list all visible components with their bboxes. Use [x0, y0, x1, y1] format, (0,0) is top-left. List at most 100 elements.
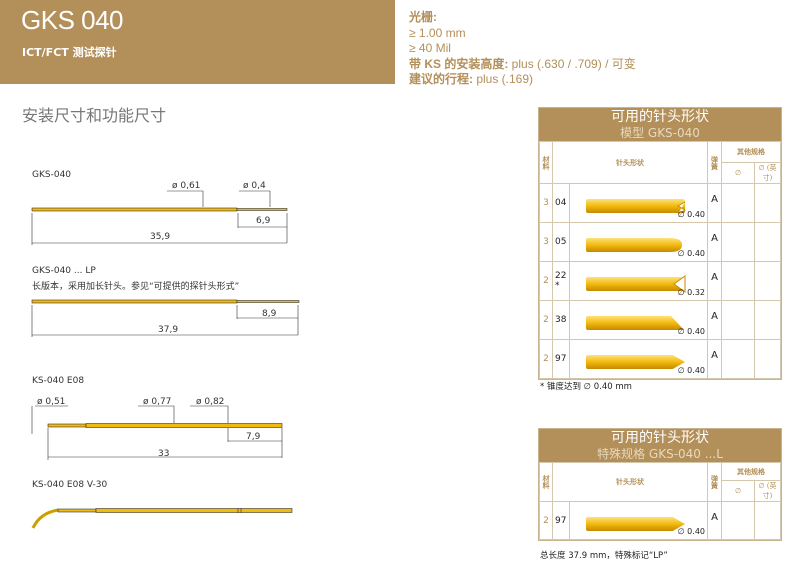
other-dia	[721, 501, 755, 540]
probe-body	[95, 508, 293, 513]
probe-tip	[57, 508, 97, 513]
table-row: 2 97 ∅ 0.40 A	[539, 501, 781, 540]
spring: A	[707, 222, 722, 262]
height-label: 带 KS 的安装高度:	[409, 56, 509, 71]
probe-body	[31, 207, 238, 212]
tip-code: 97	[552, 339, 570, 379]
product-title: GKS 040	[21, 5, 124, 35]
header-material: 材料	[539, 462, 553, 502]
tip-code: 05	[552, 222, 570, 262]
table-title: 可用的针头形状	[611, 109, 709, 125]
tip-code: 22 *	[552, 261, 570, 301]
header-dia: ∅	[721, 162, 755, 184]
header-shape: 针头形状	[552, 462, 708, 502]
product-subtitle: ICT/FCT 测试探针	[22, 46, 117, 59]
header-spring: 弹簧	[707, 462, 722, 502]
material: 3	[539, 183, 553, 223]
spring: A	[707, 300, 722, 340]
tip-chisel-icon	[586, 315, 685, 331]
dim-label: 37,9	[158, 325, 179, 335]
tip-crown-icon	[586, 199, 687, 215]
spring: A	[707, 339, 722, 379]
header-other: 其他规格	[721, 141, 781, 163]
table-title: 可用的针头形状	[611, 430, 709, 446]
height-value: plus (.630 / .709) / 可变	[508, 56, 636, 71]
material: 2	[539, 300, 553, 340]
tip-table-standard: 可用的针头形状 模型 GKS-040 材料 针头形状 弹簧 其他规格 ∅ ∅ (英寸) …	[538, 107, 782, 380]
header-material: 材料	[539, 141, 553, 184]
dim-label: 7,9	[246, 432, 261, 442]
table-subtitle: 模型 GKS-040	[620, 126, 700, 140]
material: 2	[539, 339, 553, 379]
drawing-name: KS-040 E08	[32, 376, 85, 386]
dim-label: ø 0,61	[172, 181, 201, 191]
tip-shape: ∅ 0.40	[569, 222, 708, 262]
grid-label: 光栅:	[409, 10, 437, 24]
drawing-name: GKS-040 ... LP	[32, 266, 96, 276]
table-title-band: 可用的针头形状 特殊规格 GKS-040 ...L	[539, 429, 781, 462]
tip-round-icon	[586, 238, 682, 252]
tip-diameter: ∅ 0.40	[677, 366, 705, 375]
table2-footnote: 总长度 37.9 mm，特殊标记“LP”	[540, 551, 668, 561]
other-dia	[721, 339, 755, 379]
material: 3	[539, 222, 553, 262]
other-dia	[721, 261, 755, 301]
dim-label: 6,9	[256, 216, 271, 226]
section-title: 安装尺寸和功能尺寸	[22, 106, 167, 125]
spring: A	[707, 261, 722, 301]
tip-shape: ∅ 0.40	[569, 300, 708, 340]
drawing-name: GKS-040	[32, 170, 72, 180]
probe-body	[85, 423, 283, 428]
tip-diameter: ∅ 0.40	[677, 249, 705, 258]
material: 2	[539, 501, 553, 540]
table-subtitle: 特殊规格 GKS-040 ...L	[597, 447, 723, 461]
table-row: 2 22 * ∅ 0.32 A	[539, 261, 781, 301]
dim-label: 33	[158, 449, 170, 459]
other-dia-inch	[754, 261, 781, 301]
other-dia-inch	[754, 501, 781, 540]
dim-label: ø 0,4	[243, 181, 266, 191]
dim-label: 8,9	[262, 309, 277, 319]
dim-label: ø 0,51	[37, 397, 66, 407]
tip-diameter: ∅ 0.32	[677, 288, 705, 297]
table-title-band: 可用的针头形状 模型 GKS-040	[539, 108, 781, 141]
table-row: 3 05 ∅ 0.40 A	[539, 222, 781, 262]
grid-mil: ≥ 40 Mil	[409, 41, 451, 55]
tip-shape: ∅ 0.40	[569, 183, 708, 223]
header-spring: 弹簧	[707, 141, 722, 184]
stroke-value: plus (.169)	[473, 72, 534, 86]
table1-footnote: * 锥度达到 ∅ 0.40 mm	[540, 382, 632, 392]
material: 2	[539, 261, 553, 301]
spring: A	[707, 183, 722, 223]
header-other: 其他规格	[721, 462, 781, 481]
tip-shape: ∅ 0.32	[569, 261, 708, 301]
table-row: 2 97 ∅ 0.40 A	[539, 339, 781, 379]
table-row: 2 38 ∅ 0.40 A	[539, 300, 781, 340]
tip-shape: ∅ 0.40	[569, 339, 708, 379]
drawing-desc: 长版本，采用加长针头。参见“可提供的探针头形式”	[32, 282, 240, 292]
dim-label: 35,9	[150, 232, 171, 242]
dim-label: ø 0,77	[143, 397, 172, 407]
tip-diameter: ∅ 0.40	[677, 527, 705, 536]
tip-code: 38	[552, 300, 570, 340]
spring: A	[707, 501, 722, 540]
header-dia-inch: ∅ (英寸)	[754, 162, 781, 184]
tip-code: 97	[552, 501, 570, 540]
tip-v-notch-icon	[586, 275, 686, 293]
tip-point-icon	[586, 516, 685, 532]
probe-tip	[236, 208, 288, 211]
other-dia-inch	[754, 300, 781, 340]
header-dia-inch: ∅ (英寸)	[754, 480, 781, 502]
probe-drawings	[31, 190, 300, 529]
other-dia-inch	[754, 183, 781, 223]
tip-shape: ∅ 0.40	[569, 501, 708, 540]
tip-code: 04	[552, 183, 570, 223]
other-dia-inch	[754, 222, 781, 262]
tip-table-special: 可用的针头形状 特殊规格 GKS-040 ...L 材料 针头形状 弹簧 其他规格 ∅…	[538, 428, 782, 541]
other-dia	[721, 300, 755, 340]
drawing-name: KS-040 E08 V-30	[32, 480, 108, 490]
other-dia	[721, 222, 755, 262]
tip-point-icon	[586, 354, 685, 370]
tip-diameter: ∅ 0.40	[677, 327, 705, 336]
other-dia	[721, 183, 755, 223]
